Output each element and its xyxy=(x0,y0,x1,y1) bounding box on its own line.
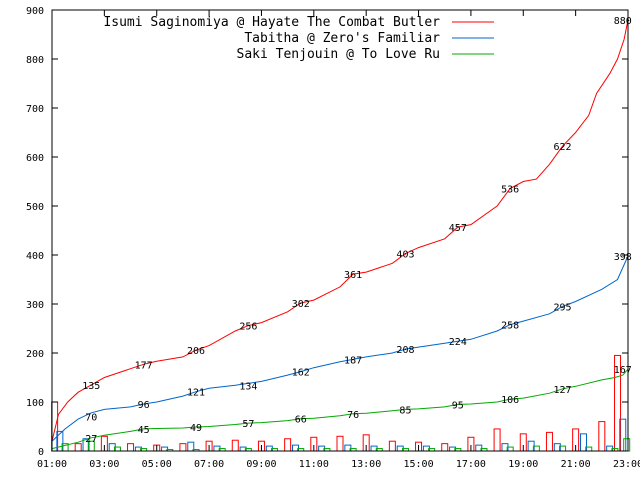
x-tick-label: 17:00 xyxy=(456,459,486,470)
data-label: 76 xyxy=(347,410,359,421)
data-label: 95 xyxy=(452,400,464,411)
data-label: 45 xyxy=(138,425,150,436)
data-label: 187 xyxy=(344,355,362,366)
data-label: 206 xyxy=(187,346,205,357)
data-label: 622 xyxy=(554,142,572,153)
data-label: 880 xyxy=(614,16,632,27)
data-label: 96 xyxy=(138,400,150,411)
data-label: 403 xyxy=(396,250,414,261)
y-tick-label: 200 xyxy=(26,349,44,360)
data-label: 106 xyxy=(501,395,519,406)
data-label: 85 xyxy=(399,405,411,416)
x-tick-label: 07:00 xyxy=(194,459,224,470)
data-label: 258 xyxy=(501,321,519,332)
legend: Isumi Saginomiya @ Hayate The Combat But… xyxy=(103,15,494,62)
x-tick-label: 23:00 xyxy=(613,459,640,470)
x-tick-label: 13:00 xyxy=(351,459,381,470)
y-tick-label: 300 xyxy=(26,300,44,311)
y-tick-label: 900 xyxy=(26,6,44,17)
data-label: 177 xyxy=(135,360,153,371)
data-label: 457 xyxy=(449,223,467,234)
data-label: 208 xyxy=(396,345,414,356)
x-tick-label: 15:00 xyxy=(403,459,433,470)
data-label: 121 xyxy=(187,388,205,399)
data-label: 57 xyxy=(242,419,254,430)
lines-layer xyxy=(51,19,629,450)
data-label: 162 xyxy=(292,368,310,379)
series-line xyxy=(51,255,629,442)
data-label: 224 xyxy=(449,337,467,348)
data-label: 127 xyxy=(554,385,572,396)
series-line xyxy=(51,19,629,442)
y-tick-label: 100 xyxy=(26,398,44,409)
data-label: 256 xyxy=(239,322,257,333)
x-tick-label: 05:00 xyxy=(142,459,172,470)
x-tick-label: 09:00 xyxy=(246,459,276,470)
data-label: 295 xyxy=(554,302,572,313)
y-tick-label: 700 xyxy=(26,104,44,115)
x-tick-label: 03:00 xyxy=(89,459,119,470)
y-tick-label: 0 xyxy=(38,447,44,458)
x-tick-label: 11:00 xyxy=(299,459,329,470)
data-label: 134 xyxy=(239,381,257,392)
data-label: 398 xyxy=(614,252,632,263)
y-tick-label: 600 xyxy=(26,153,44,164)
x-tick-label: 19:00 xyxy=(508,459,538,470)
y-tick-label: 800 xyxy=(26,55,44,66)
data-label: 70 xyxy=(85,413,97,424)
y-tick-label: 500 xyxy=(26,202,44,213)
legend-label: Isumi Saginomiya @ Hayate The Combat But… xyxy=(103,15,440,30)
plot-frame xyxy=(51,9,629,452)
x-tick-label: 21:00 xyxy=(561,459,591,470)
data-label: 135 xyxy=(82,381,100,392)
data-label: 167 xyxy=(614,365,632,376)
labels-layer: 135 177 206 256 302 361 403 457 536 622 880 70 96 121… xyxy=(82,16,632,445)
data-label: 361 xyxy=(344,270,362,281)
data-label: 27 xyxy=(85,434,97,445)
series-line xyxy=(51,368,629,450)
y-tick-label: 400 xyxy=(26,251,44,262)
ticks-layer: 0 100 200 300 400 500 600 700 800 900 01:00 03:00 05… xyxy=(26,6,640,470)
legend-label: Saki Tenjouin @ To Love Ru xyxy=(237,47,441,62)
x-tick-label: 01:00 xyxy=(37,459,67,470)
data-label: 536 xyxy=(501,184,519,195)
data-label: 302 xyxy=(292,299,310,310)
data-label: 66 xyxy=(295,415,307,426)
data-label: 49 xyxy=(190,423,202,434)
legend-label: Tabitha @ Zero's Familiar xyxy=(244,31,440,46)
